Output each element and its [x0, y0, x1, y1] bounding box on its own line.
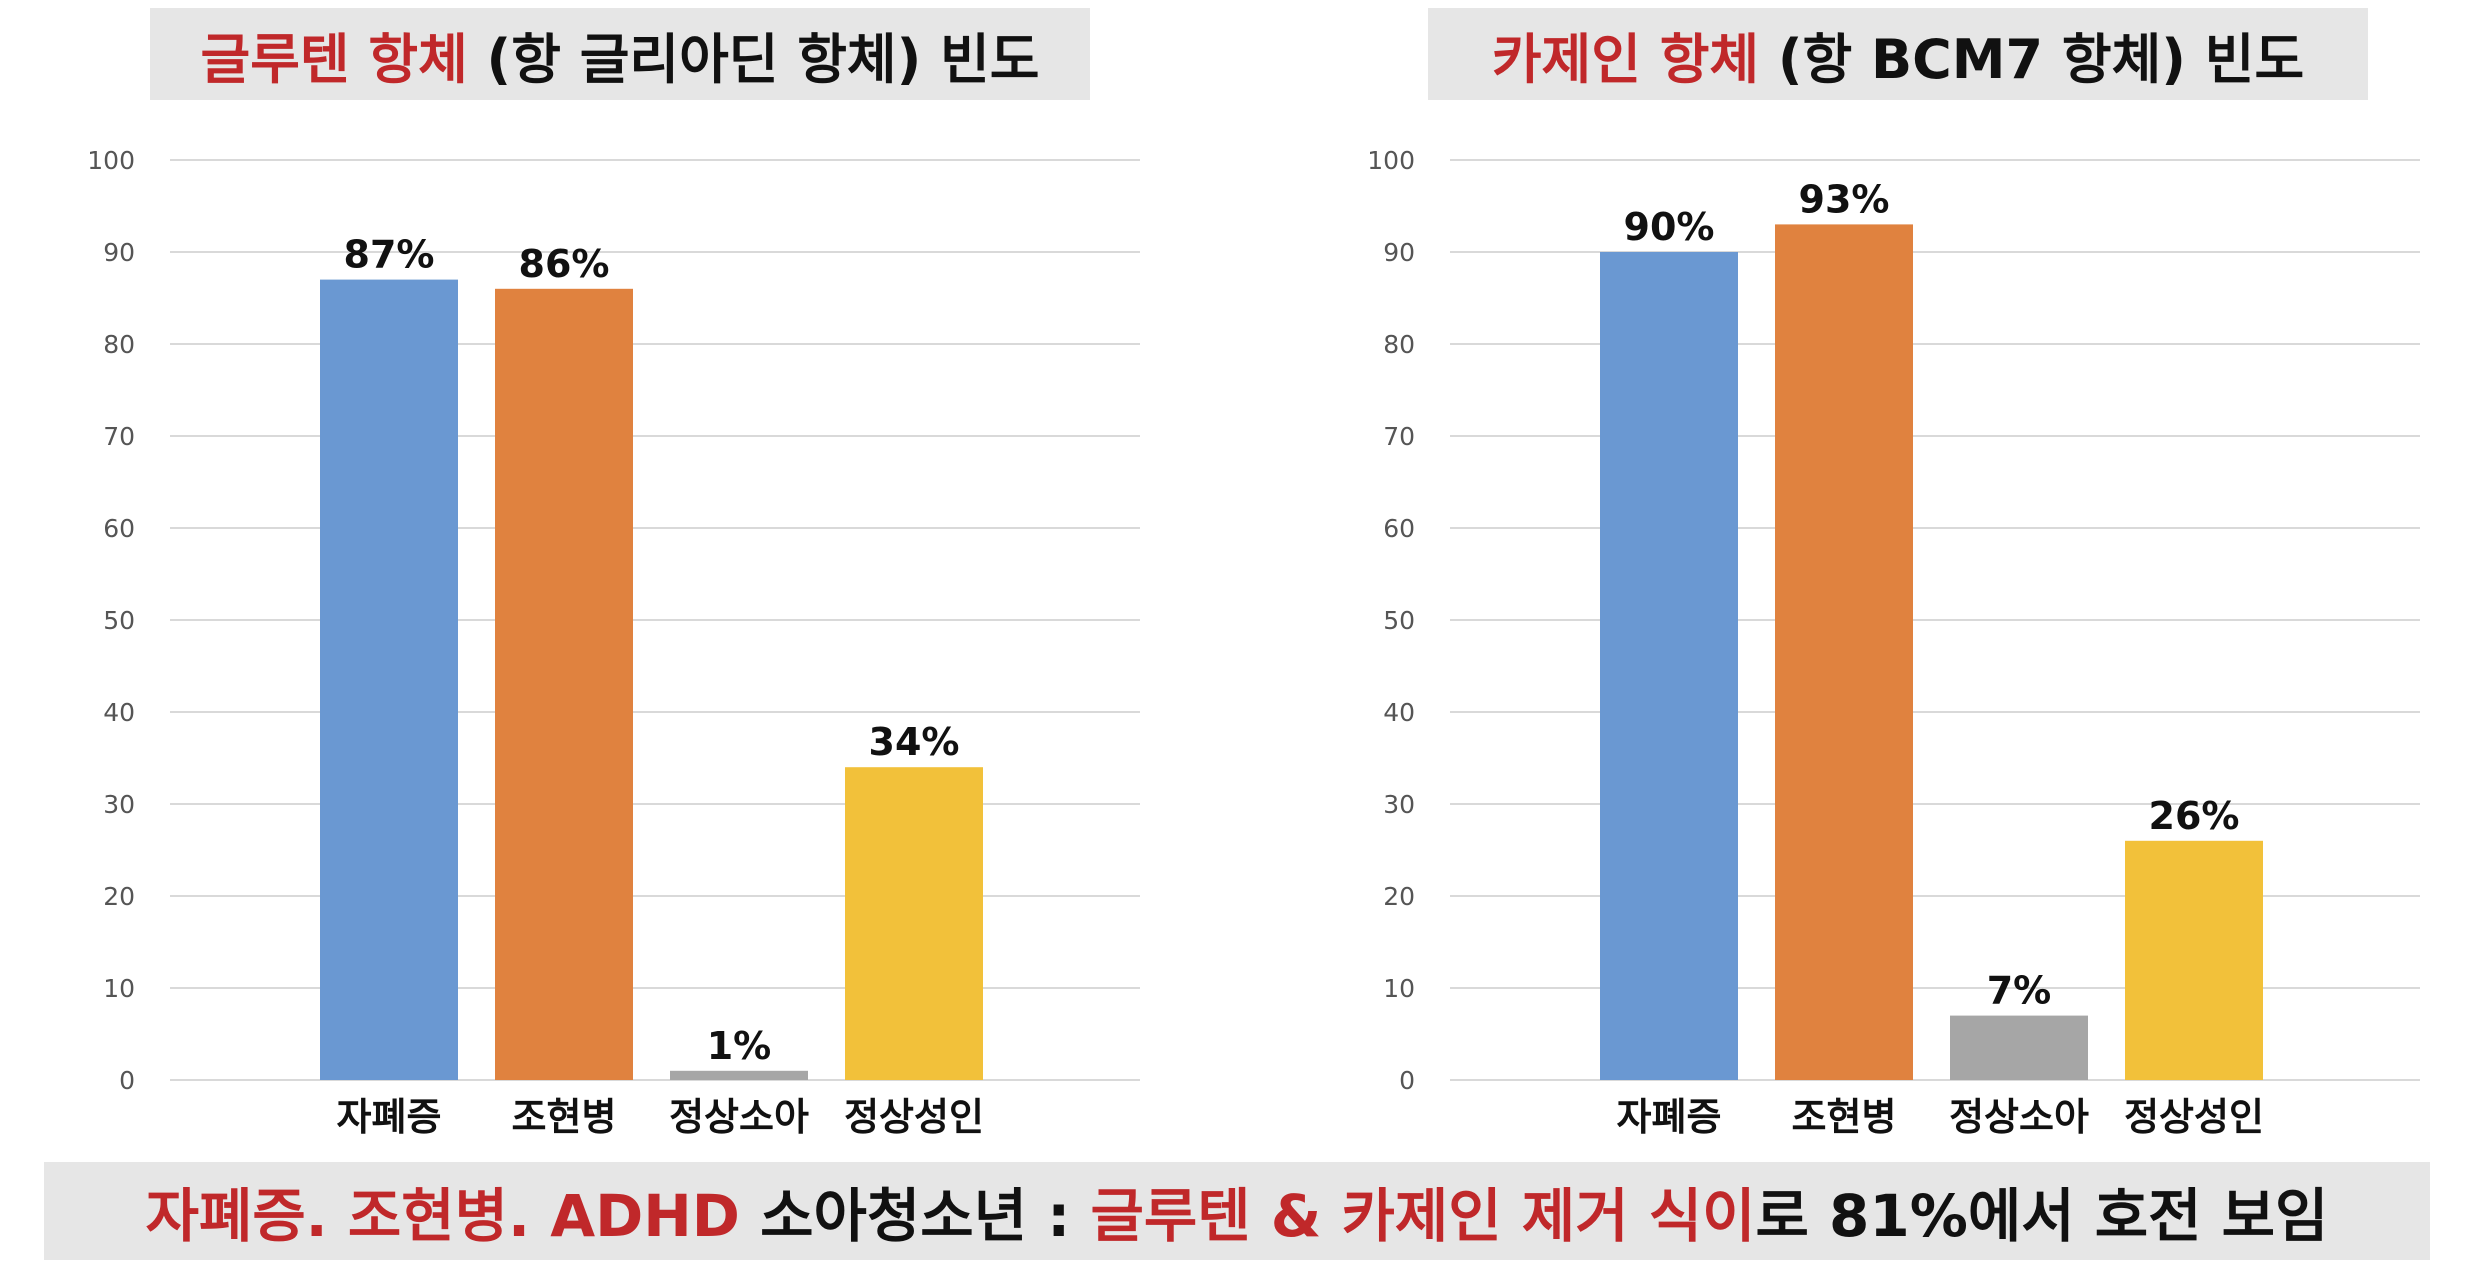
left-chart-title: 글루텐 항체 (항 글리아딘 항체) 빈도 [150, 8, 1090, 100]
data-label-autism: 87% [344, 233, 435, 277]
banner-population: 소아청소년 : [739, 1182, 1091, 1250]
banner-result: 로 81%에서 호전 보임 [1755, 1182, 2329, 1250]
gluten-antibody-chart: 0 10 20 30 40 50 60 70 80 90 100 87% 자폐증 86% 조현병 1% 정상소아… [87, 146, 1140, 1139]
y-tick-label: 20 [1383, 882, 1415, 911]
y-tick-label: 40 [1383, 698, 1415, 727]
y-tick-label: 90 [103, 238, 135, 267]
data-label-schizophrenia: 93% [1799, 177, 1890, 221]
y-tick-label: 10 [1383, 974, 1415, 1003]
category-label-normal-adult: 정상성인 [844, 1095, 984, 1139]
category-label-schizophrenia: 조현병 [1792, 1095, 1897, 1139]
data-label-autism: 90% [1624, 205, 1715, 249]
y-tick-label: 90 [1383, 238, 1415, 267]
data-label-normal-adult: 26% [2149, 794, 2240, 838]
casein-antibody-chart: 0 10 20 30 40 50 60 70 80 90 100 90% 자폐증 93% 조현병 7% 정상소아… [1367, 146, 2420, 1139]
y-tick-label: 40 [103, 698, 135, 727]
data-label-normal-child: 1% [707, 1024, 772, 1068]
data-label-normal-child: 7% [1987, 969, 2052, 1013]
category-label-normal-child: 정상소아 [669, 1095, 809, 1139]
data-label-schizophrenia: 86% [519, 242, 610, 286]
y-tick-label: 30 [1383, 790, 1415, 819]
banner-diet: 글루텐 & 카제인 제거 식이 [1090, 1182, 1756, 1250]
category-label-normal-child: 정상소아 [1949, 1095, 2089, 1139]
y-tick-label: 100 [87, 146, 135, 175]
category-label-schizophrenia: 조현병 [512, 1095, 617, 1139]
bar-normal-adult [845, 767, 983, 1080]
y-tick-label: 70 [1383, 422, 1415, 451]
bar-autism [320, 279, 458, 1081]
left-title-highlight: 글루텐 항체 [200, 27, 468, 91]
y-tick-label: 100 [1367, 146, 1415, 175]
bar-autism [1600, 252, 1738, 1080]
category-label-autism: 자폐증 [337, 1095, 442, 1139]
y-tick-label: 80 [103, 330, 135, 359]
y-tick-label: 70 [103, 422, 135, 451]
y-tick-label: 60 [1383, 514, 1415, 543]
y-tick-label: 10 [103, 974, 135, 1003]
banner-conditions: 자폐증. 조현병. ADHD [145, 1182, 740, 1250]
y-tick-label: 30 [103, 790, 135, 819]
right-title-highlight: 카제인 항체 [1491, 27, 1760, 91]
category-label-normal-adult: 정상성인 [2124, 1095, 2264, 1139]
bar-normal-child [1950, 1015, 2088, 1080]
y-tick-label: 0 [1399, 1066, 1415, 1095]
bar-normal-child [670, 1070, 808, 1080]
bar-schizophrenia [495, 288, 633, 1080]
category-label-autism: 자폐증 [1617, 1095, 1722, 1139]
bar-schizophrenia [1775, 224, 1913, 1080]
right-title-rest: (항 BCM7 항체) 빈도 [1759, 27, 2305, 91]
bar-normal-adult [2125, 840, 2263, 1080]
y-tick-label: 0 [119, 1066, 135, 1095]
y-tick-label: 60 [103, 514, 135, 543]
data-label-normal-adult: 34% [869, 720, 960, 764]
y-tick-label: 50 [1383, 606, 1415, 635]
y-tick-label: 50 [103, 606, 135, 635]
y-tick-label: 80 [1383, 330, 1415, 359]
left-title-rest: (항 글리아딘 항체) 빈도 [467, 27, 1040, 91]
summary-banner: 자폐증. 조현병. ADHD 소아청소년 : 글루텐 & 카제인 제거 식이 로 … [44, 1162, 2430, 1260]
y-tick-label: 20 [103, 882, 135, 911]
right-chart-title: 카제인 항체 (항 BCM7 항체) 빈도 [1428, 8, 2368, 100]
